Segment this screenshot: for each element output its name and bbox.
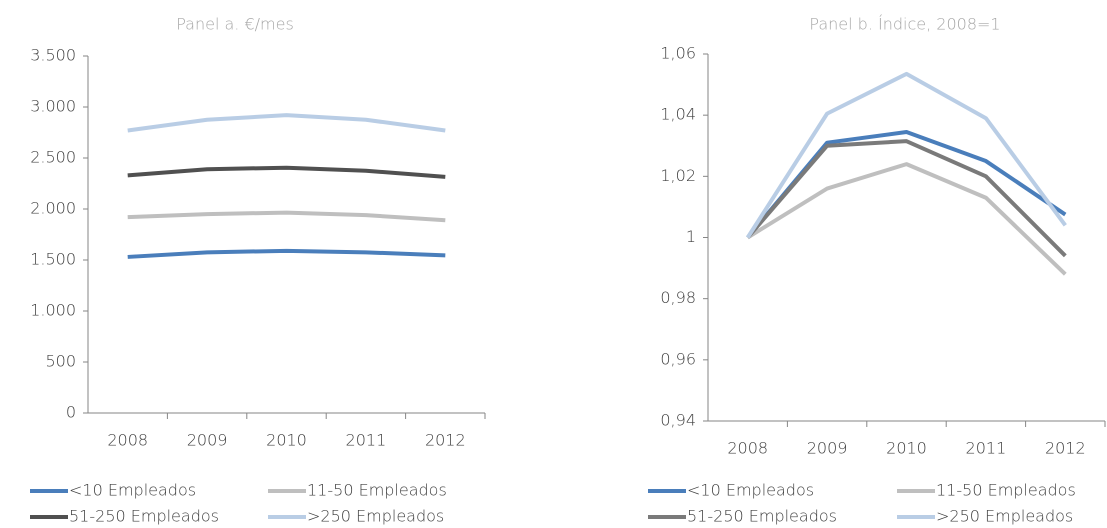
series-line <box>746 162 1067 276</box>
series-line <box>127 248 446 259</box>
x-tick-label: 2009 <box>187 431 228 450</box>
y-tick-label: 0,96 <box>660 349 696 368</box>
x-tick-label: 2008 <box>107 431 148 450</box>
y-tick-label: 1,04 <box>660 105 696 124</box>
legend-label: 51-250 Empleados <box>69 507 219 526</box>
series-line <box>127 113 446 133</box>
y-tick-label: 1.000 <box>30 301 76 320</box>
series-line <box>127 210 446 223</box>
series-line <box>127 165 446 179</box>
y-tick-label: 0 <box>66 403 76 422</box>
y-tick-label: 2.000 <box>30 199 76 218</box>
legend-label: <10 Empleados <box>69 481 196 500</box>
x-tick-label: 2012 <box>1045 439 1086 458</box>
y-tick-label: 1,06 <box>660 44 696 63</box>
y-tick-label: 2.500 <box>30 148 76 167</box>
x-tick-label: 2009 <box>807 439 848 458</box>
y-tick-label: 3.500 <box>30 46 76 65</box>
legend-label: 11-50 Empleados <box>307 481 447 500</box>
legend-label: 51-250 Empleados <box>687 507 837 526</box>
legend-label: 11-50 Empleados <box>936 481 1076 500</box>
y-tick-label: 1,02 <box>660 166 696 185</box>
series-line <box>746 139 1067 258</box>
y-tick-label: 1.500 <box>30 250 76 269</box>
x-tick-label: 2010 <box>886 439 927 458</box>
y-tick-label: 500 <box>45 352 76 371</box>
x-tick-label: 2012 <box>425 431 466 450</box>
x-tick-label: 2011 <box>966 439 1007 458</box>
y-tick-label: 0,94 <box>660 411 696 430</box>
x-tick-label: 2008 <box>727 439 768 458</box>
x-tick-label: 2010 <box>266 431 307 450</box>
subtitle: Panel a. €/mes <box>176 15 294 34</box>
legend-label: <10 Empleados <box>687 481 814 500</box>
y-tick-label: 3.000 <box>30 97 76 116</box>
legend-label: >250 Empleados <box>307 507 444 526</box>
y-tick-label: 0,98 <box>660 288 696 307</box>
x-tick-label: 2011 <box>346 431 387 450</box>
y-tick-label: 1 <box>686 227 696 246</box>
series-line <box>746 71 1067 239</box>
legend-label: >250 Empleados <box>936 507 1073 526</box>
subtitle: Panel b. Índice, 2008=1 <box>809 15 1000 34</box>
